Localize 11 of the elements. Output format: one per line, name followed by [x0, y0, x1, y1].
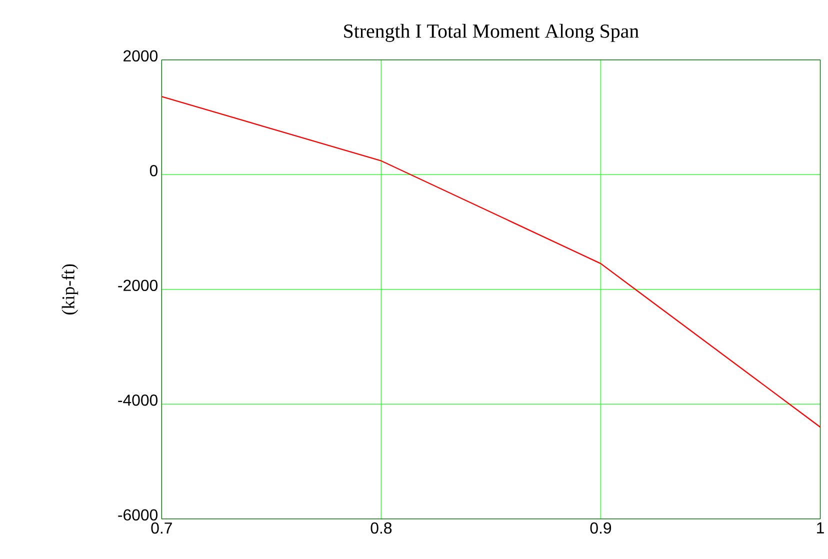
- y-axis-title: (kip-ft): [62, 264, 78, 315]
- y-tick-label: 2000: [124, 50, 158, 62]
- y-tick-label: 0: [150, 165, 158, 176]
- x-tick-label: 0.8: [370, 522, 392, 534]
- y-tick-label: -2000: [118, 280, 158, 292]
- x-tick-label: 1: [817, 522, 824, 534]
- y-tick-label: -6000: [118, 509, 158, 521]
- x-tick-label: 0.7: [151, 522, 172, 534]
- chart-title: Strength I Total Moment Along Span: [344, 24, 639, 42]
- x-tick-label: 0.9: [590, 522, 612, 534]
- y-tick-label: -4000: [118, 394, 158, 406]
